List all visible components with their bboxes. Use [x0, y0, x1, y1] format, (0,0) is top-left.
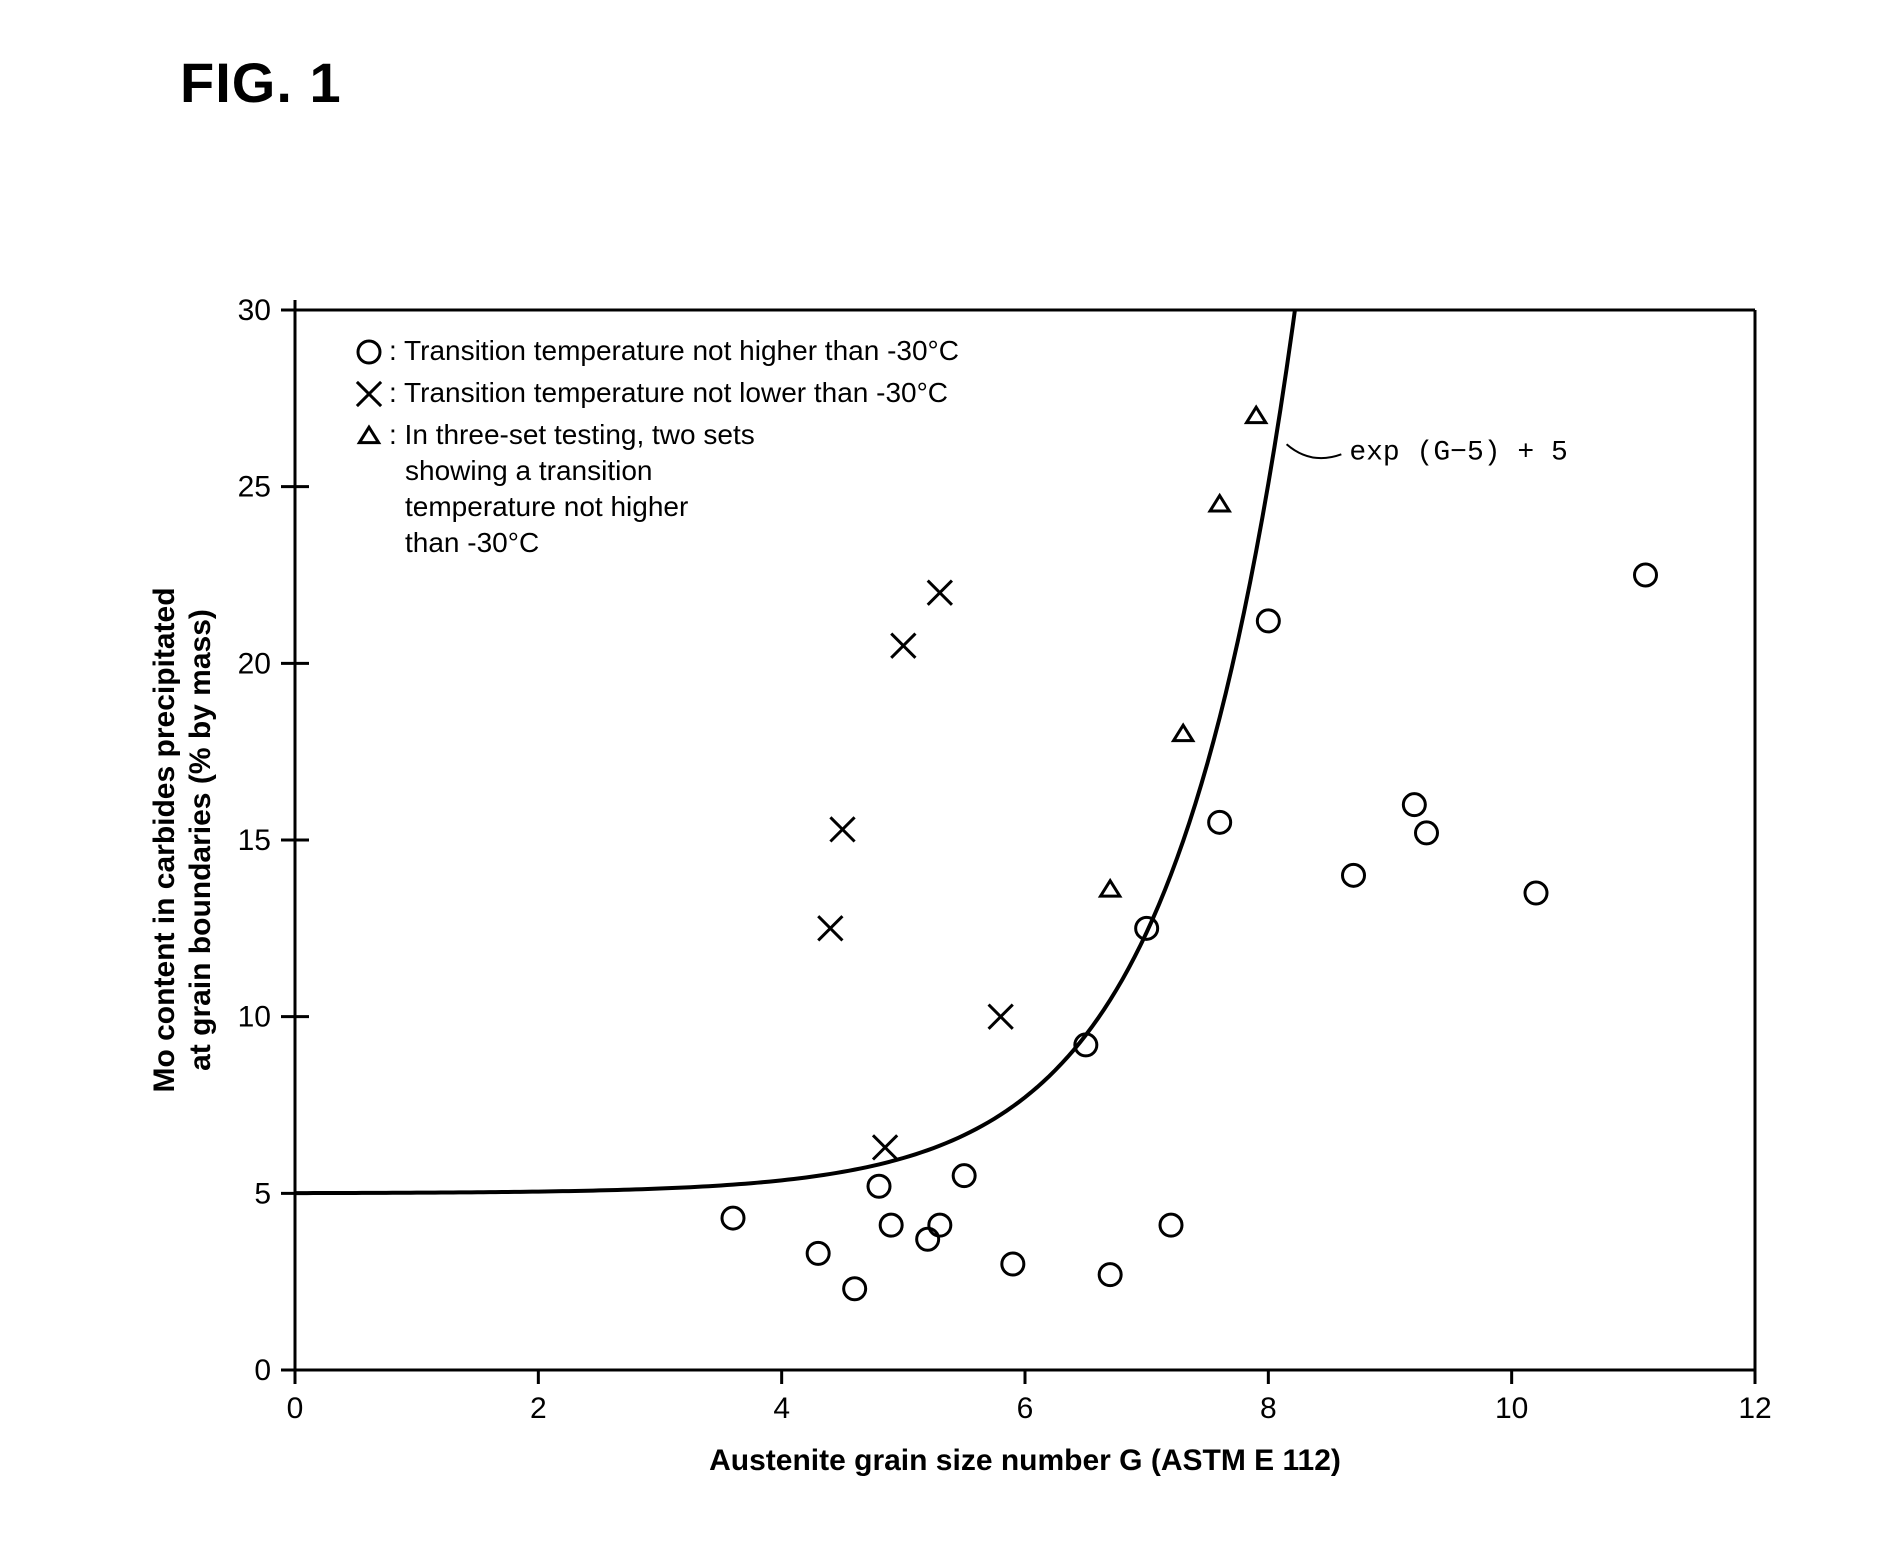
curve-formula-label: exp (G−5) + 5	[1349, 437, 1567, 468]
circle-marker	[1099, 1264, 1121, 1286]
circle-marker	[1343, 864, 1365, 886]
circle-marker	[1160, 1214, 1182, 1236]
y-tick-label: 30	[238, 294, 271, 327]
triangle-marker	[1210, 496, 1229, 511]
circle-marker	[880, 1214, 902, 1236]
legend-item-text: : In three-set testing, two sets	[389, 419, 755, 450]
circle-marker	[1525, 882, 1547, 904]
circle-marker	[722, 1207, 744, 1229]
data-points	[722, 407, 1657, 1300]
triangle-marker	[1174, 725, 1193, 740]
legend-item-text-continued: showing a transition	[405, 455, 652, 486]
y-tick-label: 5	[254, 1177, 271, 1210]
triangle-marker	[1101, 881, 1120, 896]
circle-marker	[1416, 822, 1438, 844]
x-tick-label: 12	[1738, 1392, 1771, 1425]
circle-marker	[1002, 1253, 1024, 1275]
y-tick-label: 20	[238, 647, 271, 680]
y-axis-label-group: Mo content in carbides precipitatedat gr…	[148, 587, 217, 1092]
x-tick-label: 4	[773, 1392, 790, 1425]
triangle-marker	[359, 427, 378, 442]
triangle-marker	[1247, 407, 1266, 422]
legend-item-text-continued: temperature not higher	[405, 491, 688, 522]
page: FIG. 1 0 2 4 6 8 10 12 0 5 10 15 20 25 30 Austenite gr…	[0, 0, 1882, 1557]
y-axis-label-line1: Mo content in carbides precipitated	[148, 587, 181, 1092]
circle-marker	[929, 1214, 951, 1236]
formula-leader	[1287, 444, 1342, 458]
y-tick-label: 15	[238, 824, 271, 857]
x-tick-label: 2	[530, 1392, 547, 1425]
circle-marker	[1403, 794, 1425, 816]
circle-marker	[807, 1242, 829, 1264]
scatter-chart: 0 2 4 6 8 10 12 0 5 10 15 20 25 30 Austenite grain siz…	[135, 290, 1785, 1510]
circle-marker	[1635, 564, 1657, 586]
y-tick-label: 10	[238, 1001, 271, 1034]
x-axis-label: Austenite grain size number G (ASTM E 11…	[709, 1444, 1341, 1477]
circle-marker	[1209, 811, 1231, 833]
y-tick-label: 25	[238, 471, 271, 504]
legend-item-text: : Transition temperature not higher than…	[389, 335, 959, 366]
circle-marker	[358, 341, 380, 363]
legend-item-text-continued: than -30°C	[405, 527, 539, 558]
chart-container: 0 2 4 6 8 10 12 0 5 10 15 20 25 30 Austenite grain siz…	[135, 290, 1785, 1510]
circle-marker	[1257, 610, 1279, 632]
legend-item-text: : Transition temperature not lower than …	[389, 377, 948, 408]
circle-marker	[917, 1228, 939, 1250]
x-tick-label: 8	[1260, 1392, 1277, 1425]
x-tick-label: 6	[1017, 1392, 1034, 1425]
legend: : Transition temperature not higher than…	[357, 335, 959, 558]
y-axis-label-line2: at grain boundaries (% by mass)	[184, 609, 217, 1071]
circle-marker	[868, 1175, 890, 1197]
figure-title: FIG. 1	[180, 50, 342, 115]
circle-marker	[844, 1278, 866, 1300]
circle-marker	[953, 1165, 975, 1187]
x-tick-label: 0	[287, 1392, 304, 1425]
x-tick-label: 10	[1495, 1392, 1528, 1425]
y-tick-label: 0	[254, 1354, 271, 1387]
